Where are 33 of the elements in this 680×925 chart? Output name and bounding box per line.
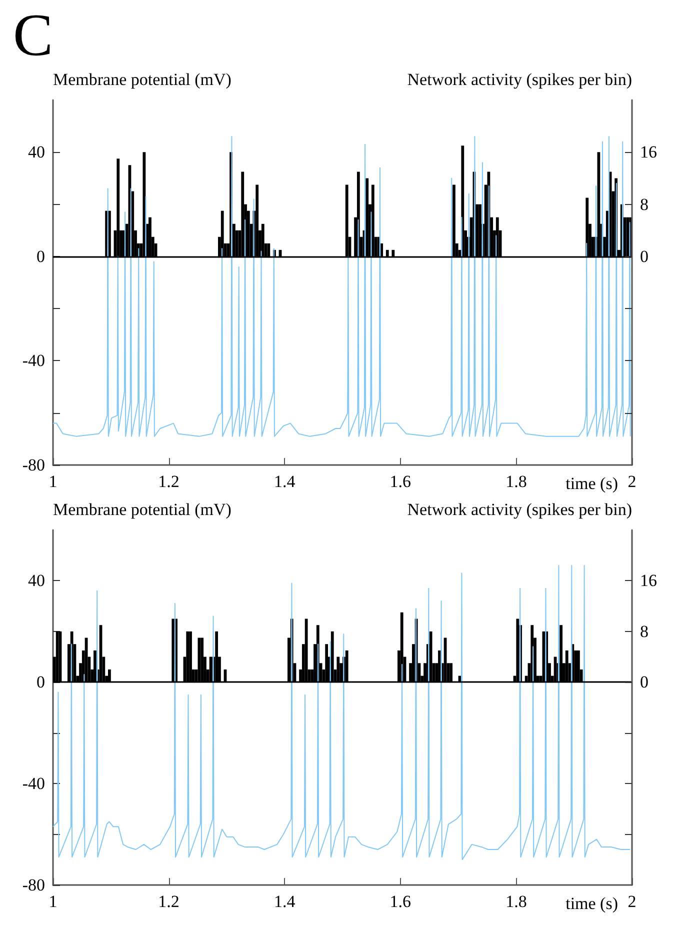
y2-tick-label: 0 bbox=[640, 672, 648, 692]
x-tick-label: 1.6 bbox=[390, 472, 412, 491]
x-tick-label: 1 bbox=[48, 892, 58, 911]
x-tick-label: 2 bbox=[628, 472, 636, 491]
x-tick-label: 1.8 bbox=[506, 472, 527, 491]
x-tick-label: 1.8 bbox=[506, 892, 527, 911]
x-tick-label: 1.4 bbox=[274, 892, 296, 911]
y-tick-label: -80 bbox=[22, 876, 45, 894]
y-axis-title: Membrane potential (mV) bbox=[53, 70, 232, 89]
y-tick-label: -80 bbox=[22, 456, 45, 474]
y2-axis-title: Network activity (spikes per bin) bbox=[407, 500, 632, 519]
y2-tick-label: 0 bbox=[640, 246, 648, 266]
y2-tick-label: 16 bbox=[640, 142, 657, 162]
chart-title: C bbox=[13, 2, 54, 68]
x-tick-label: 1 bbox=[48, 472, 58, 491]
y2-axis-title: Network activity (spikes per bin) bbox=[407, 70, 632, 89]
y-tick-label: -40 bbox=[22, 774, 45, 794]
y-tick-label: 0 bbox=[36, 246, 45, 266]
y2-tick-label: 8 bbox=[640, 194, 648, 214]
y-tick-label: 40 bbox=[28, 142, 45, 162]
y-tick-label: -40 bbox=[22, 351, 45, 370]
y-axis-title: Membrane potential (mV) bbox=[53, 500, 232, 519]
x-tick-label: 1.6 bbox=[390, 892, 412, 911]
x-tick-label: 1.2 bbox=[158, 472, 180, 491]
x-tick-label: 1.2 bbox=[158, 892, 180, 911]
x-axis-title: time (s) bbox=[566, 894, 618, 913]
x-axis-title: time (s) bbox=[566, 474, 618, 493]
x-tick-label: 1.4 bbox=[274, 472, 296, 491]
y-tick-label: 0 bbox=[36, 672, 45, 692]
x-tick-label: 2 bbox=[628, 892, 636, 911]
y2-tick-label: 8 bbox=[640, 622, 648, 641]
y-tick-label: 40 bbox=[28, 571, 45, 590]
y2-tick-label: 16 bbox=[640, 571, 657, 590]
